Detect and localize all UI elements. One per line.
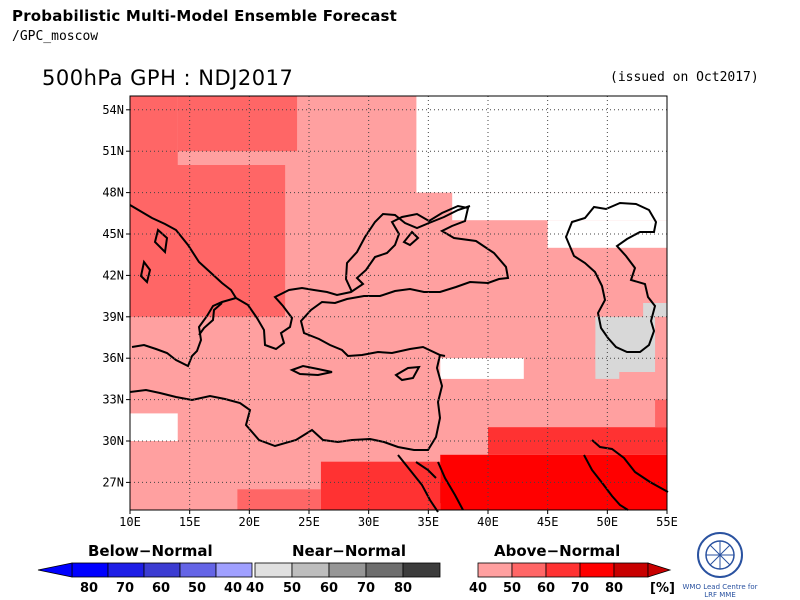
lon-label: 25E	[298, 515, 320, 529]
normal-probability-cell	[452, 192, 667, 221]
legend-tick-label: 80	[605, 581, 623, 596]
lon-label: 30E	[358, 515, 380, 529]
lat-lon-grid	[130, 96, 667, 510]
lon-label: 20E	[238, 515, 260, 529]
lat-label: 54N	[102, 103, 124, 117]
lat-label: 51N	[102, 144, 124, 158]
normal-probability-cell	[440, 358, 524, 379]
legend-below-bar: 80 70 60 50 40	[37, 562, 253, 596]
legend-swatch	[179, 562, 217, 578]
lon-label: 40E	[477, 515, 499, 529]
legend-near-bar: 40 50 60 70 80	[246, 562, 441, 596]
coastline-islands	[139, 228, 421, 382]
legend-above-bar: 40 50 60 70 80	[469, 562, 672, 596]
legend-tick-label: 40	[224, 581, 242, 596]
near-probability-cell	[595, 344, 620, 379]
legend-swatch	[254, 562, 293, 578]
legend-tick-label: 50	[188, 581, 206, 596]
source-label: /GPC_moscow	[12, 29, 99, 44]
probability-legend: Below−Normal Near−Normal Above−Normal 80…	[37, 542, 675, 596]
lon-label: 50E	[596, 515, 618, 529]
legend-swatch	[143, 562, 181, 578]
coastline-africa-levant	[129, 354, 444, 513]
lat-label: 45N	[102, 227, 124, 241]
legend-swatch	[545, 562, 581, 578]
legend-tick-label: 80	[80, 581, 98, 596]
legend-tick-label: 50	[503, 581, 521, 596]
probability-map: 10E 15E 20E 25E 30E 35E 40E 45E 50E 55E 54N 51N 48N…	[102, 95, 678, 529]
coastline-black-sea-north	[344, 205, 471, 293]
wmo-logo: WMO Lead Centre for LRF MME	[683, 532, 758, 599]
legend-tick-label: 70	[571, 581, 589, 596]
legend-tick-label: 70	[357, 581, 375, 596]
legend-swatch	[291, 562, 330, 578]
lon-label: 10E	[119, 515, 141, 529]
above-probability-cell	[237, 489, 321, 510]
coastline-europe-mediterranean	[129, 204, 510, 368]
legend-above-title: Above−Normal	[494, 542, 620, 560]
above-probability-cell	[177, 96, 298, 152]
legend-near-title: Near−Normal	[292, 542, 406, 560]
map-frame	[129, 95, 668, 511]
legend-tick-label: 60	[152, 581, 170, 596]
legend-swatch	[613, 562, 649, 578]
legend-tick-label: 60	[320, 581, 338, 596]
legend-swatch	[579, 562, 615, 578]
latitude-labels: 54N 51N 48N 45N 42N 39N 36N 33N 30N 27N	[102, 103, 130, 489]
lat-label: 27N	[102, 475, 124, 489]
lon-label: 35E	[417, 515, 439, 529]
above-probability-cell	[130, 275, 202, 310]
coastline-caspian	[564, 201, 658, 353]
legend-swatch	[365, 562, 404, 578]
above-probability-cell	[488, 427, 667, 455]
legend-swatch	[511, 562, 547, 578]
lat-label: 39N	[102, 310, 124, 324]
legend-swatch	[215, 562, 253, 578]
lon-label: 55E	[656, 515, 678, 529]
legend-tick-label: 40	[469, 581, 487, 596]
legend-swatch	[71, 562, 109, 578]
legend-arrow-left	[37, 562, 73, 578]
lat-label: 42N	[102, 268, 124, 282]
legend-unit: [%]	[650, 581, 675, 596]
normal-probability-cell	[130, 413, 178, 441]
normal-probability-cell	[416, 96, 667, 193]
legend-below-title: Below−Normal	[88, 542, 213, 560]
legend-tick-label: 80	[394, 581, 412, 596]
globe-lines-icon	[706, 541, 734, 569]
logo-line-1: WMO Lead Centre for	[683, 583, 758, 591]
forecast-title: Probabilistic Multi-Model Ensemble Forec…	[12, 7, 398, 25]
above-probability-cell	[320, 461, 441, 510]
above-probability-cell	[655, 399, 667, 428]
legend-swatch	[328, 562, 367, 578]
legend-tick-label: 50	[283, 581, 301, 596]
lat-label: 36N	[102, 351, 124, 365]
lon-label: 45E	[537, 515, 559, 529]
issued-date: (issued on Oct2017)	[610, 70, 759, 85]
longitude-labels: 10E 15E 20E 25E 30E 35E 40E 45E 50E 55E	[119, 510, 678, 529]
legend-swatch	[402, 562, 441, 578]
legend-swatch	[477, 562, 513, 578]
near-probability-cell	[643, 303, 667, 317]
lat-label: 48N	[102, 186, 124, 200]
coastlines	[129, 201, 669, 513]
lat-label: 30N	[102, 434, 124, 448]
lon-label: 15E	[179, 515, 201, 529]
legend-tick-label: 70	[116, 581, 134, 596]
legend-arrow-right	[647, 562, 672, 578]
map-title: 500hPa GPH : NDJ2017	[42, 66, 294, 90]
logo-line-2: LRF MME	[704, 591, 736, 599]
legend-swatch	[107, 562, 145, 578]
above-probability-cell	[130, 96, 178, 193]
legend-tick-label: 40	[246, 581, 264, 596]
legend-tick-label: 60	[537, 581, 555, 596]
lat-label: 33N	[102, 393, 124, 407]
